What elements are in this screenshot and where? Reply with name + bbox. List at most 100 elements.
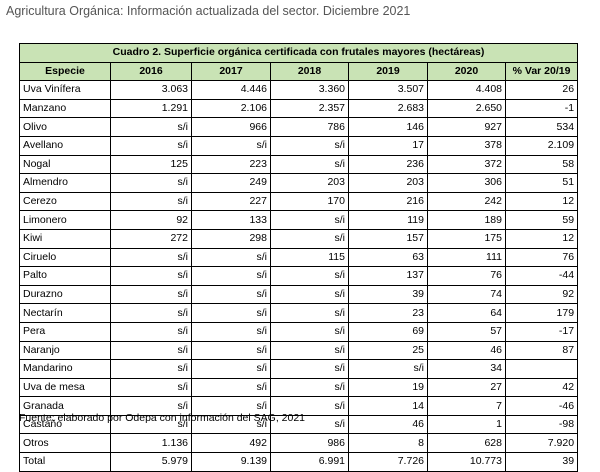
value-cell: s/i — [110, 396, 192, 416]
value-cell: 46 — [348, 414, 428, 435]
value-cell: 74 — [427, 284, 506, 305]
value-cell: s/i — [110, 321, 192, 342]
value-cell: 170 — [270, 191, 349, 212]
value-cell: 42 — [504, 377, 579, 398]
value-cell: 9.139 — [191, 452, 271, 472]
value-cell: s/i — [191, 321, 271, 342]
value-cell: 2.109 — [504, 135, 579, 156]
value-cell: s/i — [270, 377, 349, 398]
value-cell: s/i — [191, 414, 271, 435]
species-cell: Palto — [19, 266, 111, 286]
value-cell: 63 — [348, 247, 428, 268]
value-cell: s/i — [270, 154, 349, 175]
value-cell: s/i — [191, 284, 271, 305]
value-cell: 4.408 — [427, 80, 506, 100]
value-cell: 298 — [191, 228, 271, 249]
value-cell: 4.446 — [191, 80, 271, 100]
species-cell: Nogal — [19, 154, 111, 175]
value-cell: 12 — [504, 228, 579, 249]
value-cell: 223 — [191, 154, 271, 175]
species-cell: Nectarín — [19, 303, 111, 323]
species-cell: Olivo — [19, 117, 111, 137]
value-cell: 57 — [427, 321, 506, 342]
value-cell: 87 — [504, 340, 579, 361]
value-cell: 2.357 — [270, 98, 349, 119]
species-cell: Uva Vinífera — [19, 80, 111, 100]
species-cell: Manzano — [19, 98, 111, 119]
species-cell: Almendro — [19, 173, 111, 193]
value-cell: 76 — [427, 266, 506, 286]
value-cell: s/i — [110, 340, 192, 361]
value-cell: s/i — [110, 191, 192, 212]
value-cell: s/i — [191, 359, 271, 379]
table-row: Nectarín s/i s/i s/i 23 64 179 — [19, 303, 579, 323]
column-header: % Var 20/19 — [504, 61, 579, 82]
table-body: Uva Vinífera 3.063 4.446 3.360 3.507 4.408 26 M… — [19, 80, 579, 472]
value-cell: 111 — [427, 247, 506, 268]
value-cell: 10.773 — [427, 452, 506, 472]
value-cell: 2.650 — [427, 98, 506, 119]
value-cell: 1.291 — [110, 98, 192, 119]
value-cell: s/i — [191, 247, 271, 268]
value-cell: -98 — [504, 414, 579, 435]
species-cell: Kiwi — [19, 228, 111, 249]
species-cell: Durazno — [19, 284, 111, 305]
value-cell: 92 — [504, 284, 579, 305]
column-header: 2019 — [348, 61, 428, 82]
value-cell: 146 — [348, 117, 428, 137]
value-cell: 175 — [427, 228, 506, 249]
value-cell: s/i — [110, 284, 192, 305]
value-cell: s/i — [110, 173, 192, 193]
value-cell: 34 — [427, 359, 506, 379]
value-cell: 236 — [348, 154, 428, 175]
value-cell: s/i — [270, 266, 349, 286]
value-cell: 64 — [427, 303, 506, 323]
value-cell: 966 — [191, 117, 271, 137]
value-cell: -17 — [504, 321, 579, 342]
value-cell: s/i — [110, 266, 192, 286]
value-cell: s/i — [270, 210, 349, 230]
table-row: Kiwi 272 298 s/i 157 175 12 — [19, 228, 579, 249]
value-cell: 76 — [504, 247, 579, 268]
value-cell: 3.063 — [110, 80, 192, 100]
value-cell: 59 — [504, 210, 579, 230]
value-cell: s/i — [191, 377, 271, 398]
value-cell: 133 — [191, 210, 271, 230]
table-header-row: Especie 2016 2017 2018 2019 2020% Var 20/19 — [19, 61, 579, 82]
value-cell: s/i — [110, 303, 192, 323]
value-cell: s/i — [191, 266, 271, 286]
species-cell: Pera — [19, 321, 111, 342]
column-header: Especie — [19, 61, 111, 82]
value-cell: 7.726 — [348, 452, 428, 472]
species-cell: Cerezo — [19, 191, 111, 212]
value-cell: s/i — [270, 135, 349, 156]
value-cell: 189 — [427, 210, 506, 230]
value-cell: s/i — [270, 303, 349, 323]
value-cell: s/i — [348, 359, 428, 379]
species-cell: Mandarino — [19, 359, 111, 379]
value-cell: 23 — [348, 303, 428, 323]
table-container: Cuadro 2. Superficie orgánica certificad… — [18, 43, 579, 472]
value-cell: 27 — [427, 377, 506, 398]
value-cell: 7.920 — [504, 433, 579, 454]
value-cell: s/i — [270, 228, 349, 249]
value-cell: 986 — [270, 433, 349, 454]
value-cell: 492 — [191, 433, 271, 454]
table-row: Olivo s/i 966 786 146 927 534 — [19, 117, 579, 137]
species-cell: Uva de mesa — [19, 377, 111, 398]
page-title: Agricultura Orgánica: Información actual… — [6, 4, 411, 18]
value-cell: s/i — [110, 359, 192, 379]
table-row: Castaño s/i s/i s/i 46 1 -98 — [19, 414, 579, 435]
value-cell: -46 — [504, 396, 579, 416]
value-cell: 115 — [270, 247, 349, 268]
value-cell: 2.683 — [348, 98, 428, 119]
value-cell: s/i — [270, 321, 349, 342]
table-row: Granada s/i s/i s/i 14 7 -46 — [19, 396, 579, 416]
value-cell: s/i — [270, 340, 349, 361]
value-cell: s/i — [110, 247, 192, 268]
value-cell: 227 — [191, 191, 271, 212]
value-cell: 12 — [504, 191, 579, 212]
value-cell: 6.991 — [270, 452, 349, 472]
table-row: Otros 1.136 492 986 8 628 7.920 — [19, 433, 579, 454]
value-cell: 14 — [348, 396, 428, 416]
